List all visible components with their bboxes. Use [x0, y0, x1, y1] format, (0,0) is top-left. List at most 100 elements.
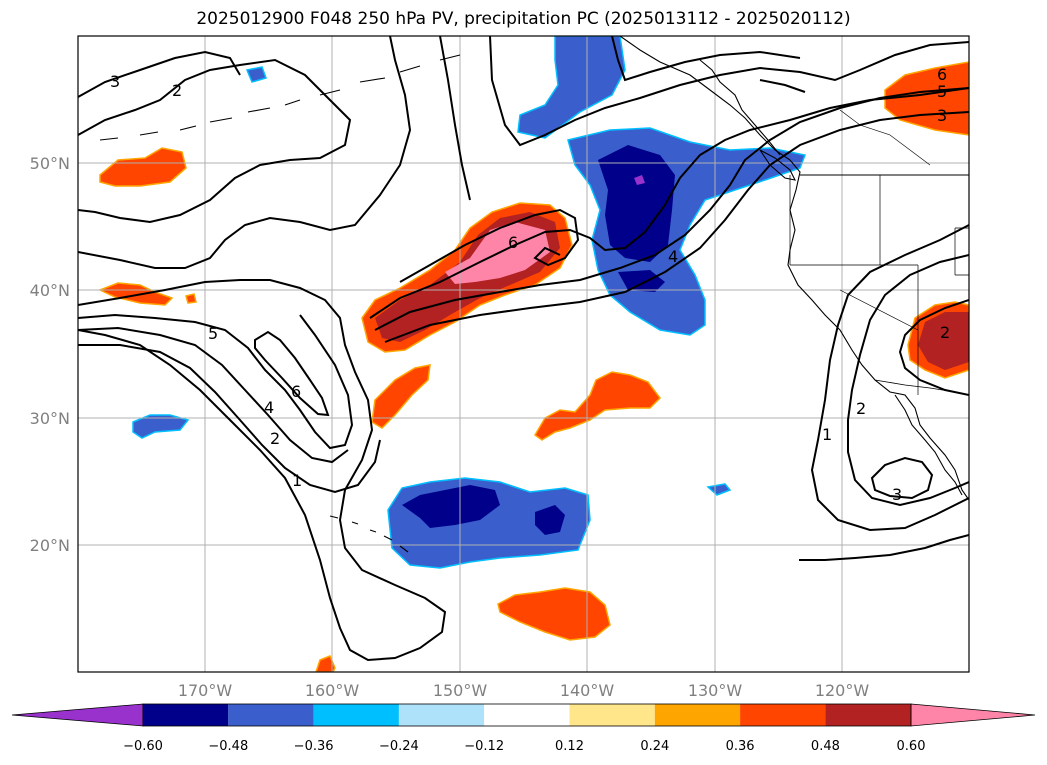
ocean-background	[78, 36, 969, 672]
colorbar-bin	[569, 704, 655, 726]
pv-label: 2	[270, 429, 280, 448]
pv-contour-ridge-north-3	[611, 36, 801, 82]
pv-contour-trough-3	[78, 326, 349, 464]
neg-region-gulf-alaska	[517, 36, 626, 139]
colorbar-bin	[825, 704, 911, 726]
lat-label: 20°N	[30, 536, 70, 555]
neg-region-west-coast-peak	[634, 175, 645, 185]
lat-label: 30°N	[30, 409, 70, 428]
colorbar-bin	[654, 704, 741, 726]
colorbar-tick-label: −0.60	[123, 739, 163, 754]
pv-label: 5	[208, 324, 218, 343]
pos-region-california-core	[918, 312, 969, 370]
neg-region-west-coast-core	[598, 145, 675, 262]
north-america-coast	[619, 36, 969, 501]
colorbar-bin	[313, 704, 399, 726]
pv-contour-west-ridge	[78, 36, 412, 269]
lat-label: 40°N	[30, 281, 70, 300]
longitude-labels: 170°W 160°W 150°W 140°W 130°W 120°W	[178, 681, 870, 700]
pv-contour-jet-1	[374, 87, 969, 331]
canada-interior-lines	[839, 109, 931, 166]
pos-region-band-south	[371, 364, 431, 429]
lon-label: 160°W	[305, 681, 360, 700]
colorbar-extend-high	[910, 703, 1036, 727]
map-title: 2025012900 F048 250 hPa PV, precipitatio…	[196, 9, 851, 29]
colorbar-tick-label: −0.12	[464, 739, 504, 754]
colorbar-tick-label: 0.36	[726, 739, 755, 754]
neg-region-west-coast-core-small	[618, 270, 665, 292]
pv-label: 3	[937, 106, 947, 125]
neg-region-central-pacific-core	[402, 485, 500, 528]
colorbar-tick-label: 0.60	[897, 739, 926, 754]
colorbar-tick-label: 0.12	[555, 739, 584, 754]
colorbar: −0.60 −0.48 −0.36 −0.24 −0.12 0.12 0.24 …	[11, 703, 1036, 754]
colorbar-tick-label: −0.24	[379, 739, 419, 754]
neg-region-central-pacific-core-east	[535, 505, 565, 535]
pv-label: 4	[264, 398, 274, 417]
colorbar-tick-label: 0.48	[811, 739, 840, 754]
colorbar-bin	[143, 704, 229, 726]
hawaii-islands	[329, 515, 409, 553]
pv-contour-ridge-north	[439, 36, 471, 201]
negative-precip-shading	[132, 36, 807, 569]
map-plot-area: 3 2 6 5 3 6 4 5 6 4 2 1 2 2 1 3	[78, 36, 969, 672]
pv-contour-jet-3	[369, 87, 969, 319]
pv-label: 1	[292, 471, 302, 490]
colorbar-bin	[228, 704, 314, 726]
pv-label: 2	[172, 81, 182, 100]
latitude-labels: 50°N 40°N 30°N 20°N	[30, 154, 70, 555]
pv-contour-trough-1	[78, 279, 447, 662]
colorbar-tick-labels: −0.60 −0.48 −0.36 −0.24 −0.12 0.12 0.24 …	[123, 739, 925, 754]
pv-label: 1	[822, 425, 832, 444]
neg-region-small-west	[132, 414, 190, 439]
pos-region-aleutian-west	[99, 147, 187, 187]
pv-contour-3-northwest	[78, 50, 241, 98]
pv-contour-california-low	[898, 299, 969, 396]
colorbar-tick-label: 0.24	[640, 739, 669, 754]
pv-contour-trough-inner	[254, 330, 330, 417]
pv-label: 6	[937, 65, 947, 84]
lon-label: 150°W	[433, 681, 488, 700]
pv-label: 6	[291, 382, 301, 401]
aleutian-islands	[99, 54, 461, 141]
pv-label: 3	[892, 485, 902, 504]
alaska-panhandle-islands	[699, 59, 781, 156]
pv-label: 4	[668, 247, 678, 266]
pv-contour-trough-2	[78, 313, 354, 450]
pos-region-far-west	[98, 282, 174, 306]
neg-region-aleutian	[245, 66, 267, 83]
plot-frame	[77, 35, 970, 673]
pos-region-far-west-dot	[185, 293, 197, 304]
colorbar-tick-label: −0.36	[294, 739, 334, 754]
pv-contour-east-low-1	[810, 224, 969, 532]
pv-contour-east-low-2	[847, 254, 969, 507]
pv-contour-trough-4	[78, 344, 381, 494]
pv-label: 5	[937, 82, 947, 101]
graticule	[78, 36, 969, 672]
pv-contour-labels: 3 2 6 5 3 6 4 5 6 4 2 1 2 2 1 3	[110, 65, 950, 504]
pv-contours	[78, 36, 969, 662]
pv-contour-canada	[759, 79, 806, 93]
lat-label: 50°N	[30, 154, 70, 173]
colorbar-frame	[142, 703, 912, 727]
pv-label: 6	[508, 233, 518, 252]
lon-label: 140°W	[560, 681, 615, 700]
pv-contour-jet-4	[399, 208, 580, 283]
colorbar-bin	[740, 704, 826, 726]
colorbar-tick-label: −0.48	[208, 739, 248, 754]
pv-contour-jet-2	[384, 111, 969, 343]
pv-label: 3	[110, 72, 120, 91]
neg-region-small-east	[706, 483, 732, 496]
pv-contour-east-1	[799, 534, 969, 561]
colorbar-bin	[398, 704, 485, 726]
pv-label: 2	[856, 399, 866, 418]
lon-label: 120°W	[815, 681, 870, 700]
pos-region-subtropics-mid	[534, 371, 661, 441]
pv-label: 2	[940, 323, 950, 342]
lon-label: 170°W	[178, 681, 233, 700]
colorbar-extend-low	[11, 703, 144, 727]
pv-contour-east-low-3	[870, 456, 934, 500]
pv-contour-ridge-north-2	[489, 36, 969, 147]
pv-contour-2-northwest	[78, 58, 352, 224]
